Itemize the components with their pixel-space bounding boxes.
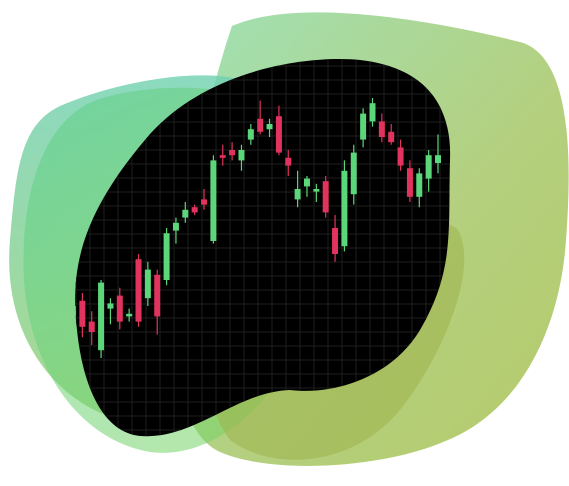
candle-body-bullish	[182, 210, 188, 218]
candle-body-bullish	[341, 171, 347, 246]
candle-body-bearish	[89, 322, 95, 332]
candle-body-bullish	[98, 283, 104, 351]
candle-body-bearish	[285, 158, 291, 166]
candle-body-bearish	[276, 116, 282, 152]
candle-body-bearish	[407, 168, 413, 197]
candle-body-bullish	[369, 103, 375, 121]
candle-body-bearish	[398, 147, 404, 165]
candle-body-bullish	[248, 129, 254, 139]
candle-body-bearish	[79, 301, 85, 327]
candle-body-bullish	[360, 114, 366, 140]
candle-body-bearish	[388, 132, 394, 142]
candle-body-bearish	[192, 207, 198, 212]
candle-body-bullish	[351, 153, 357, 195]
candle-body-bearish	[332, 228, 338, 254]
candle-body-bullish	[126, 314, 132, 317]
candle-body-bullish	[435, 155, 441, 163]
candle-body-bearish	[257, 119, 263, 132]
candle-body-bearish	[117, 296, 123, 322]
candle-body-bullish	[267, 124, 273, 129]
candle-body-bearish	[154, 275, 160, 317]
candle-body-bullish	[145, 270, 151, 299]
candle-body-bearish	[136, 259, 142, 321]
candle-body-bullish	[426, 155, 432, 178]
candle-body-bullish	[210, 160, 216, 241]
candle-body-bearish	[220, 155, 226, 158]
candle-body-bearish	[379, 121, 385, 137]
candle-body-bullish	[107, 303, 113, 308]
candle-body-bullish	[313, 189, 319, 192]
candle-body-bullish	[173, 223, 179, 231]
candle-body-bullish	[295, 189, 301, 199]
candle-body-bearish	[229, 150, 235, 155]
candle-body-bullish	[416, 173, 422, 196]
candle-body-bearish	[323, 181, 329, 212]
candle-body-bullish	[304, 179, 310, 187]
candle-body-bullish	[238, 150, 244, 160]
candle-body-bullish	[164, 233, 170, 280]
candle-body-bearish	[201, 199, 207, 204]
